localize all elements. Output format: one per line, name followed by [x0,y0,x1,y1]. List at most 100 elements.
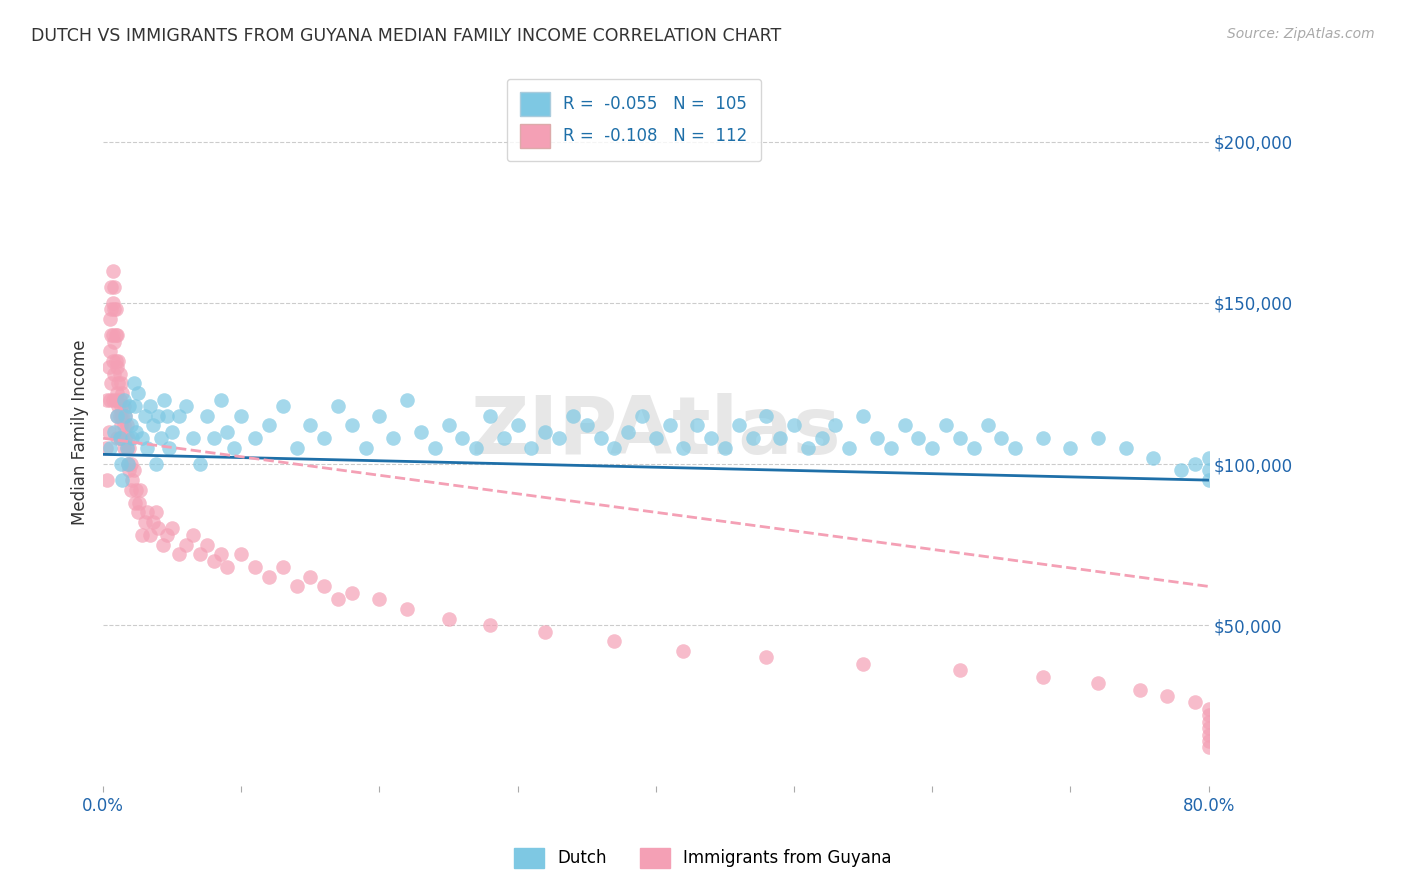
Point [188,457,211,471]
Point [271,399,294,413]
Point [437,418,460,433]
Point [1198,702,1220,716]
Point [104,354,127,368]
Point [97,425,120,439]
Point [111,386,134,401]
Point [97,360,120,375]
Point [118,441,141,455]
Point [1004,441,1026,455]
Point [893,418,915,433]
Point [105,431,128,445]
Point [101,354,124,368]
Point [107,399,129,413]
Point [122,376,145,391]
Point [866,431,889,445]
Point [714,441,737,455]
Point [1059,441,1081,455]
Point [153,392,176,407]
Point [368,409,391,423]
Point [963,441,986,455]
Point [115,441,138,455]
Point [202,431,225,445]
Point [103,367,125,381]
Point [1198,473,1220,487]
Point [103,302,125,317]
Point [120,418,142,433]
Point [1184,695,1206,709]
Point [243,560,266,574]
Point [285,579,308,593]
Point [354,441,377,455]
Point [96,392,118,407]
Point [990,431,1012,445]
Point [382,431,405,445]
Text: DUTCH VS IMMIGRANTS FROM GUYANA MEDIAN FAMILY INCOME CORRELATION CHART: DUTCH VS IMMIGRANTS FROM GUYANA MEDIAN F… [31,27,782,45]
Point [257,570,280,584]
Point [118,399,141,413]
Point [1170,463,1192,477]
Point [755,650,778,665]
Point [111,431,134,445]
Point [156,528,179,542]
Point [271,560,294,574]
Point [644,431,666,445]
Point [104,328,127,343]
Point [94,441,117,455]
Point [1198,463,1220,477]
Point [117,431,139,445]
Point [114,409,136,423]
Point [174,399,197,413]
Point [96,473,118,487]
Point [112,399,135,413]
Point [121,431,143,445]
Point [409,425,432,439]
Point [108,409,131,423]
Point [103,334,125,349]
Point [105,328,128,343]
Point [1142,450,1164,465]
Point [136,441,159,455]
Point [114,431,136,445]
Point [465,441,488,455]
Point [120,457,142,471]
Point [110,399,132,413]
Point [111,473,134,487]
Point [110,376,132,391]
Point [340,418,363,433]
Point [1198,708,1220,723]
Point [949,663,972,677]
Point [326,399,349,413]
Legend: Dutch, Immigrants from Guyana: Dutch, Immigrants from Guyana [508,841,898,875]
Point [100,302,122,317]
Point [108,431,131,445]
Point [838,441,860,455]
Point [396,602,419,616]
Point [1156,689,1178,703]
Point [100,328,122,343]
Point [108,392,131,407]
Point [810,431,832,445]
Point [437,612,460,626]
Point [479,409,502,423]
Point [142,418,165,433]
Point [103,425,125,439]
Point [217,425,239,439]
Point [562,409,585,423]
Point [1128,682,1150,697]
Point [114,409,136,423]
Point [243,431,266,445]
Point [167,409,190,423]
Point [1198,734,1220,748]
Point [107,354,129,368]
Point [111,409,134,423]
Point [107,376,129,391]
Point [880,441,903,455]
Point [98,441,121,455]
Point [108,431,131,445]
Point [181,431,204,445]
Point [1032,431,1054,445]
Point [159,441,181,455]
Point [110,418,132,433]
Point [139,528,162,542]
Point [340,586,363,600]
